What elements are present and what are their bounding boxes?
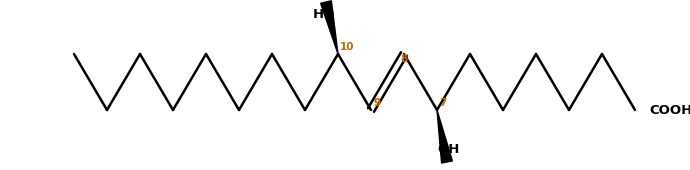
Text: COOH: COOH [649, 104, 690, 116]
Text: 8: 8 [400, 54, 408, 64]
Text: OH: OH [438, 143, 460, 156]
Polygon shape [321, 1, 338, 54]
Text: 9: 9 [373, 98, 380, 108]
Text: 7: 7 [439, 98, 446, 108]
Text: 10: 10 [340, 42, 355, 52]
Text: HO: HO [313, 8, 335, 21]
Polygon shape [437, 110, 453, 163]
